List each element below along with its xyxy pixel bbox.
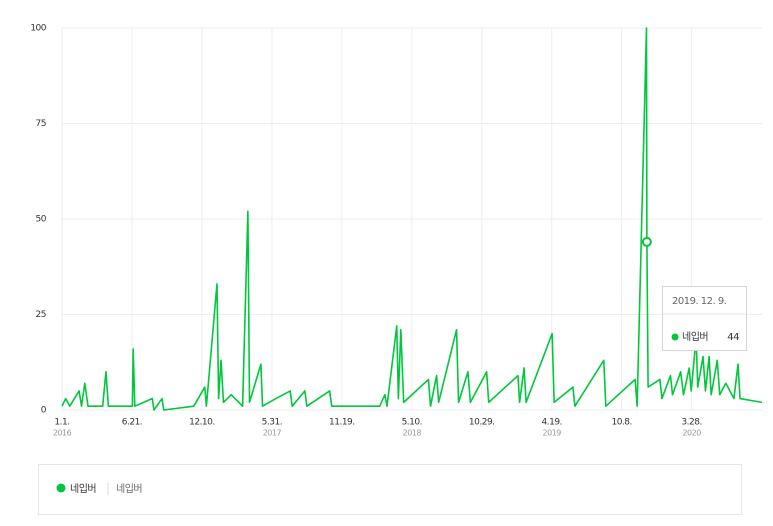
grid [61,27,762,411]
legend-keyword: 네입버 [116,482,142,495]
x-tick-year: 2017 [263,429,282,438]
x-tick-year: 2018 [403,429,422,438]
x-tick-label: 6.21. [122,418,142,428]
x-tick-year: 2016 [53,429,72,438]
x-tick-label: 3.28. [681,418,701,428]
tooltip-series: 네입버 [682,330,708,343]
legend-box [38,464,742,515]
line [61,27,763,411]
x-tick-label: 5.10. [402,418,422,428]
legend-dot [56,483,66,493]
hover-marker [641,236,652,247]
x-tick-label: 10.29. [469,418,495,428]
y-tick-label: 50 [36,215,47,225]
x-tick-label: 4.19. [542,418,562,428]
y-tick-label: 100 [30,24,46,34]
x-tick-label: 10.8. [611,418,631,428]
x-tick-year: 2019 [543,429,562,438]
tooltip-value: 44 [727,332,739,343]
x-tick-year: 2020 [682,429,701,438]
y-tick-label: 75 [36,119,46,129]
y-tick-label: 25 [36,310,46,320]
x-tick-label: 11.19. [329,418,355,428]
tooltip-date: 2019. 12. 9. [672,296,727,307]
tooltip-dot [671,333,679,341]
y-tick-label: 0 [41,406,47,416]
x-tick-label: 5.31. [262,418,282,428]
x-tick-label: 1.1. [54,418,69,428]
legend-series: 네입버 [70,482,96,495]
x-tick-label: 12.10. [189,418,215,428]
